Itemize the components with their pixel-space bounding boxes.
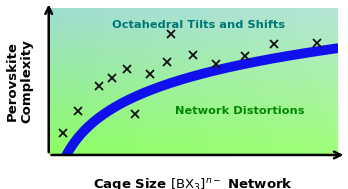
Text: Perovskite
Complexity: Perovskite Complexity [6,39,34,123]
Text: Octahedral Tilts and Shifts: Octahedral Tilts and Shifts [112,20,285,30]
Text: Cage Size $[\mathrm{BX_3}]^{n-}$ Network: Cage Size $[\mathrm{BX_3}]^{n-}$ Network [93,176,293,189]
Text: Network Distortions: Network Distortions [175,106,304,116]
